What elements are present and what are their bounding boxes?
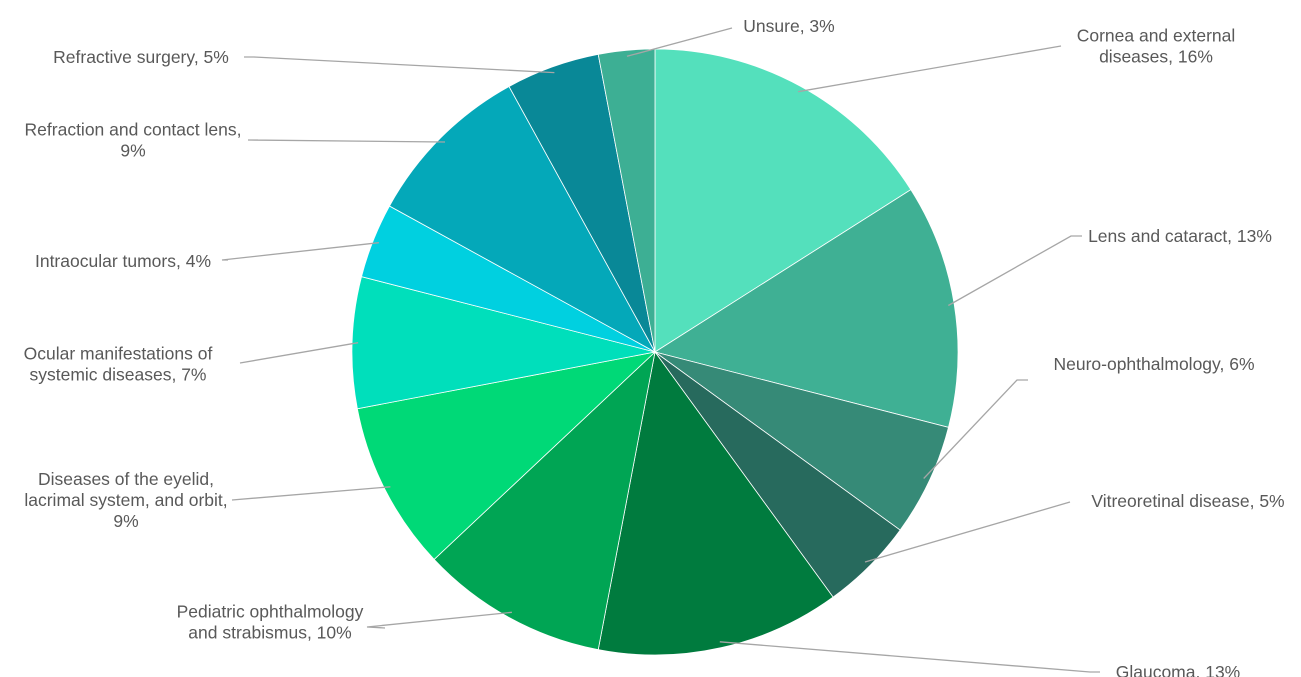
slice-label-12: Unsure, 3% — [743, 16, 834, 36]
pie-slice-7 — [356, 351, 657, 560]
leader-line-12 — [626, 27, 733, 57]
slice-label-9: Intraocular tumors, 4% — [35, 251, 211, 271]
pie-slice-5 — [597, 351, 834, 656]
leader-lines — [221, 27, 1100, 673]
slice-label-1: Cornea and external diseases, 16% — [1077, 26, 1236, 67]
leader-line-9 — [221, 242, 379, 261]
pie-slice-1 — [654, 48, 912, 353]
slice-label-line: 9% — [113, 511, 138, 531]
pie-slice-6 — [433, 350, 656, 651]
leader-line-2 — [947, 235, 1082, 307]
leader-line-1 — [797, 45, 1062, 93]
leader-line-11 — [244, 56, 555, 74]
slice-labels: Cornea and external diseases, 16% Lens and… — [24, 16, 1285, 677]
slice-label-line: Lens and cataract, 13% — [1088, 226, 1272, 246]
leader-line-4 — [864, 501, 1071, 563]
slice-label-5: Glaucoma, 13% — [1116, 662, 1241, 677]
pie-slice-10 — [388, 85, 657, 354]
slice-label-6: Pediatric ophthalmology and strabismus, 1… — [177, 602, 364, 643]
leader-line-8 — [239, 342, 359, 364]
slice-label-line: Refractive surgery, 5% — [53, 47, 229, 67]
slice-label-line: Ocular manifestations of — [24, 344, 213, 364]
slice-label-line: 9% — [120, 141, 145, 161]
slice-label-line: Neuro-ophthalmology, 6% — [1053, 354, 1254, 374]
slice-label-line: Vitreoretinal disease, 5% — [1091, 491, 1284, 511]
slice-label-line: Diseases of the eyelid, — [38, 469, 214, 489]
leader-line-6 — [366, 611, 512, 629]
slice-label-line: Cornea and external — [1077, 26, 1236, 46]
slice-label-7: Diseases of the eyelid, lacrimal system, … — [24, 469, 227, 531]
slice-label-8: Ocular manifestations of systemic disease… — [24, 344, 213, 385]
slice-label-4: Vitreoretinal disease, 5% — [1091, 491, 1284, 511]
slice-label-line: Glaucoma, 13% — [1116, 662, 1241, 677]
leader-line-7 — [231, 486, 391, 501]
pie-slice-8 — [351, 276, 656, 410]
slice-label-2: Lens and cataract, 13% — [1088, 226, 1272, 246]
slice-label-line: Pediatric ophthalmology — [177, 602, 364, 622]
slice-label-10: Refraction and contact lens, 9% — [25, 120, 242, 161]
pie-slice-2 — [654, 189, 959, 428]
leader-line-5 — [719, 641, 1100, 673]
slice-label-line: Intraocular tumors, 4% — [35, 251, 211, 271]
slice-label-line: diseases, 16% — [1099, 47, 1213, 67]
slice-label-line: Refraction and contact lens, — [25, 120, 242, 140]
leader-line-10 — [247, 139, 446, 143]
leader-line-3 — [923, 379, 1028, 479]
slice-label-line: systemic diseases, 7% — [29, 365, 206, 385]
slice-label-11: Refractive surgery, 5% — [53, 47, 229, 67]
slice-label-3: Neuro-ophthalmology, 6% — [1053, 354, 1254, 374]
slice-label-line: Unsure, 3% — [743, 16, 834, 36]
pie-slices — [351, 48, 959, 656]
slice-label-line: and strabismus, 10% — [188, 623, 351, 643]
slice-label-line: lacrimal system, and orbit, — [24, 490, 227, 510]
